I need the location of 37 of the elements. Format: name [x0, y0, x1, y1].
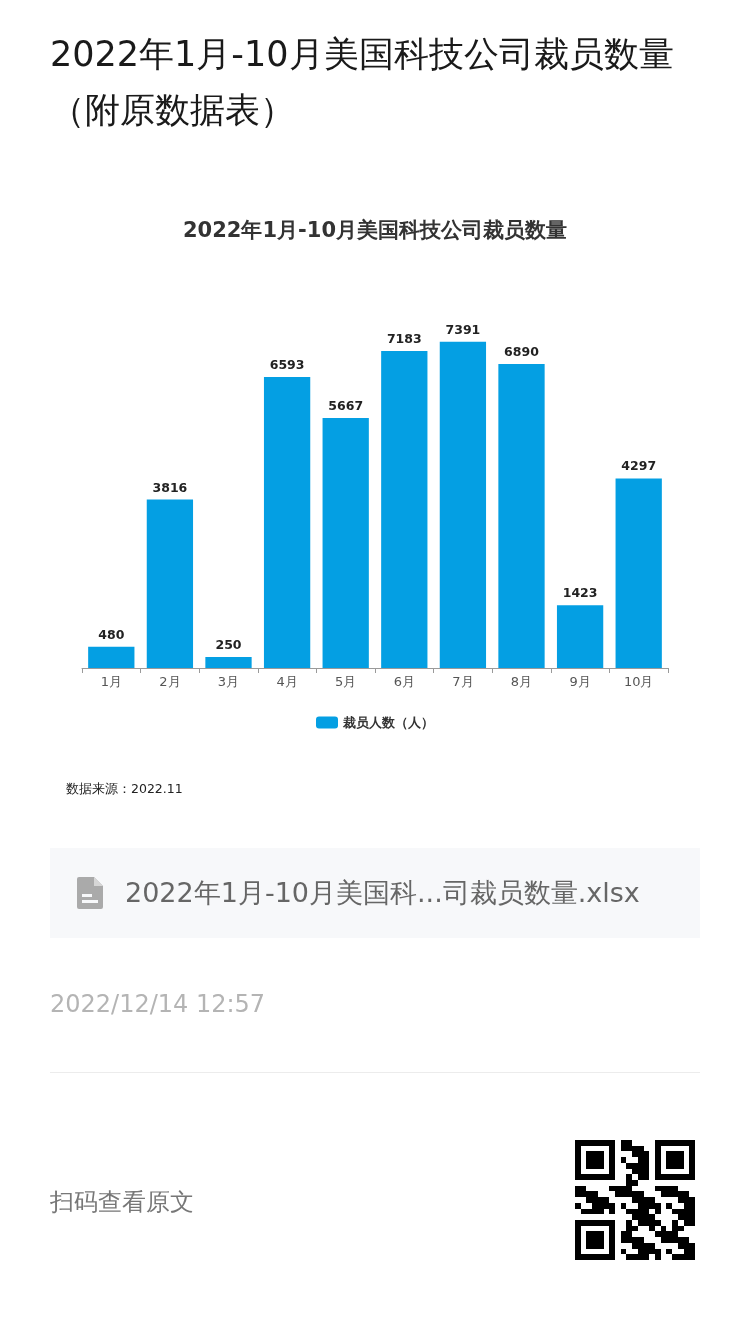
text: 扫码查看原文	[50, 1187, 194, 1218]
source-note: 数据来源：2022.11	[66, 781, 183, 798]
data-label: 4297	[621, 458, 657, 474]
bar	[322, 417, 369, 668]
data-label: 3816	[152, 479, 188, 495]
x-tick-label: 9月	[569, 674, 591, 689]
text: 2022/12/14 12:57	[50, 990, 266, 1018]
bar	[205, 656, 252, 668]
x-tick-label: 5月	[335, 674, 357, 689]
bar	[556, 605, 604, 668]
text: 2022年1月-10月美国科...司裁员数量.xlsx	[125, 876, 640, 910]
chart-title: 2022年1月-10月美国科技公司裁员数量（附原数据表）	[50, 33, 675, 132]
chart-subtitle: 2022年1月-10月美国科技公司裁员数量	[183, 217, 567, 242]
bar	[146, 499, 194, 668]
data-label: 6593	[269, 357, 305, 373]
data-label: 250	[215, 636, 242, 652]
bar	[88, 646, 135, 668]
bar	[615, 478, 662, 668]
bar	[263, 377, 311, 668]
bar	[381, 351, 428, 668]
x-tick-label: 8月	[510, 674, 533, 689]
bar	[498, 363, 545, 668]
data-label: 480	[98, 626, 125, 642]
x-tick-label: 1月	[100, 674, 122, 689]
data-label: 7183	[386, 331, 422, 347]
data-label: 6890	[504, 343, 540, 359]
data-label: 5667	[328, 397, 364, 413]
x-tick-label: 10月	[623, 674, 654, 689]
x-tick-label: 7月	[452, 674, 474, 689]
legend-label: 裁员人数（人）	[342, 715, 434, 730]
x-tick-label: 2月	[159, 674, 181, 689]
x-tick-label: 3月	[217, 674, 240, 689]
x-tick-label: 4月	[276, 674, 298, 689]
data-label: 1423	[562, 585, 598, 601]
x-tick-label: 6月	[393, 674, 415, 689]
bar	[439, 341, 487, 668]
data-label: 7391	[445, 321, 481, 337]
